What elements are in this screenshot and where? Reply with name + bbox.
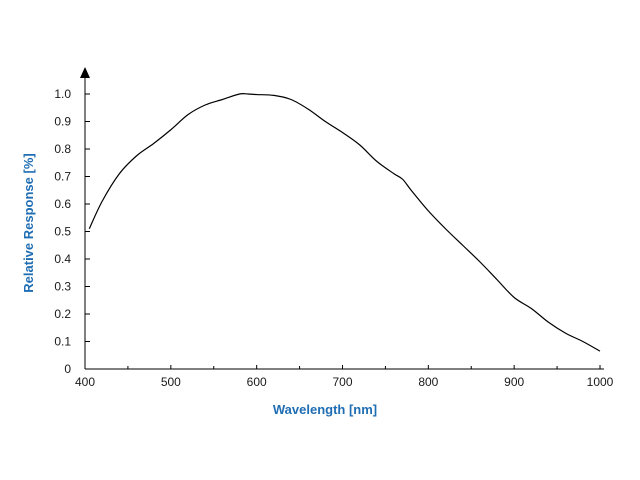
y-axis xyxy=(80,67,90,369)
x-tick-label: 700 xyxy=(332,375,352,389)
y-tick-label: 0 xyxy=(64,362,71,376)
y-ticks: 0 0.1 0.2 0.3 0.4 0.5 0.6 0.7 0.8 0.9 1.0 xyxy=(54,87,90,376)
series-line-0 xyxy=(88,92,601,352)
x-tick-label: 800 xyxy=(418,375,438,389)
y-axis-arrow-icon xyxy=(80,67,90,78)
x-tick-label: 500 xyxy=(161,375,181,389)
x-tick-label: 900 xyxy=(504,375,524,389)
x-tick-label: 600 xyxy=(247,375,267,389)
y-axis-title: Relative Response [%] xyxy=(21,153,36,292)
x-axis-title: Wavelength [nm] xyxy=(273,402,377,417)
series-layer xyxy=(88,92,601,352)
y-tick-label: 1.0 xyxy=(54,87,71,101)
x-tick-label: 400 xyxy=(75,375,95,389)
y-tick-label: 0.8 xyxy=(54,142,71,156)
y-tick-label: 0.4 xyxy=(54,252,71,266)
y-tick-label: 0.5 xyxy=(54,225,71,239)
y-tick-label: 0.9 xyxy=(54,115,71,129)
x-ticks: 400 500 600 700 800 900 1000 xyxy=(75,365,614,389)
y-tick-label: 0.3 xyxy=(54,280,71,294)
y-tick-label: 0.1 xyxy=(54,335,71,349)
x-tick-label: 1000 xyxy=(587,375,614,389)
y-tick-label: 0.7 xyxy=(54,170,71,184)
y-tick-label: 0.2 xyxy=(54,307,71,321)
y-tick-label: 0.6 xyxy=(54,197,71,211)
